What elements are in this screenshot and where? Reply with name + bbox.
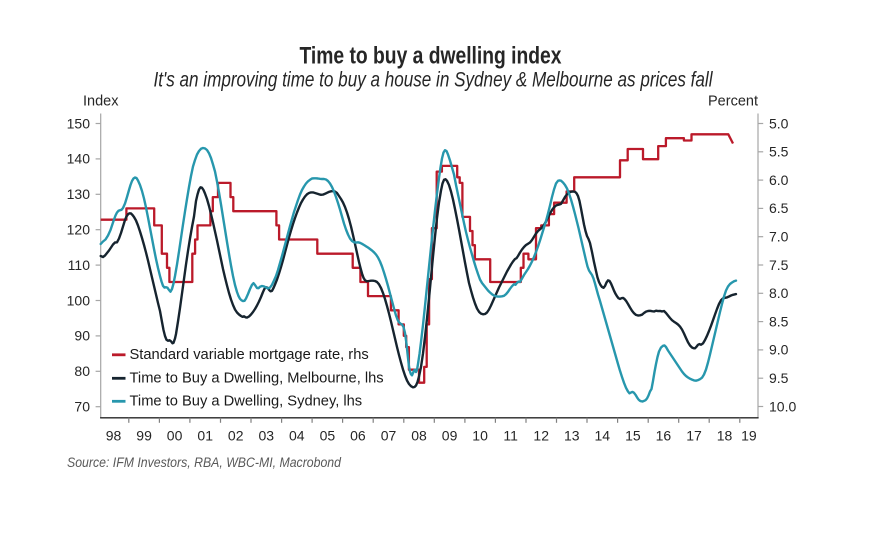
svg-text:09: 09 [442,427,458,443]
svg-text:7.0: 7.0 [769,229,789,245]
svg-text:6.5: 6.5 [769,200,789,216]
svg-text:01: 01 [197,427,213,443]
svg-text:130: 130 [67,186,91,202]
svg-text:99: 99 [136,427,152,443]
svg-text:06: 06 [350,427,366,443]
svg-text:98: 98 [106,427,122,443]
svg-text:8.5: 8.5 [769,313,789,329]
svg-text:02: 02 [228,427,244,443]
svg-text:Time to Buy a Dwelling, Melbou: Time to Buy a Dwelling, Melbourne, lhs [130,371,384,387]
svg-text:16: 16 [656,427,672,443]
svg-text:9.5: 9.5 [769,370,789,386]
svg-text:Index: Index [83,94,119,110]
svg-text:04: 04 [289,427,305,443]
svg-text:10: 10 [472,427,488,443]
svg-text:08: 08 [411,427,427,443]
svg-text:6.0: 6.0 [769,172,789,188]
svg-text:07: 07 [381,427,397,443]
svg-text:10.0: 10.0 [769,398,796,414]
svg-text:120: 120 [67,222,91,238]
svg-text:150: 150 [67,115,91,131]
svg-text:7.5: 7.5 [769,257,789,273]
svg-text:It's an improving time to buy: It's an improving time to buy a house in… [154,69,714,92]
svg-text:13: 13 [564,427,580,443]
svg-text:90: 90 [74,328,90,344]
svg-text:Time to buy a dwelling index: Time to buy a dwelling index [300,43,563,70]
svg-text:8.0: 8.0 [769,285,789,301]
svg-text:14: 14 [595,427,611,443]
svg-text:80: 80 [74,363,90,379]
svg-text:100: 100 [67,292,91,308]
svg-text:Time to Buy a Dwelling, Sydney: Time to Buy a Dwelling, Sydney, lhs [130,394,363,410]
svg-text:05: 05 [320,427,336,443]
svg-text:5.0: 5.0 [769,115,789,131]
svg-text:Percent: Percent [708,94,758,110]
svg-text:110: 110 [68,257,91,273]
svg-text:5.5: 5.5 [769,144,789,160]
svg-text:140: 140 [67,151,91,167]
svg-text:00: 00 [167,427,183,443]
svg-text:9.0: 9.0 [769,342,789,358]
svg-text:Source: IFM Investors, RBA, WB: Source: IFM Investors, RBA, WBC-MI, Macr… [67,455,341,470]
svg-text:Standard variable mortgage rat: Standard variable mortgage rate, rhs [130,347,369,363]
svg-text:03: 03 [259,427,275,443]
svg-text:15: 15 [625,427,641,443]
svg-text:18: 18 [717,427,733,443]
svg-text:70: 70 [74,399,90,415]
svg-text:19: 19 [741,427,757,443]
svg-text:17: 17 [686,427,702,443]
svg-text:11: 11 [503,427,518,443]
svg-text:12: 12 [533,427,549,443]
